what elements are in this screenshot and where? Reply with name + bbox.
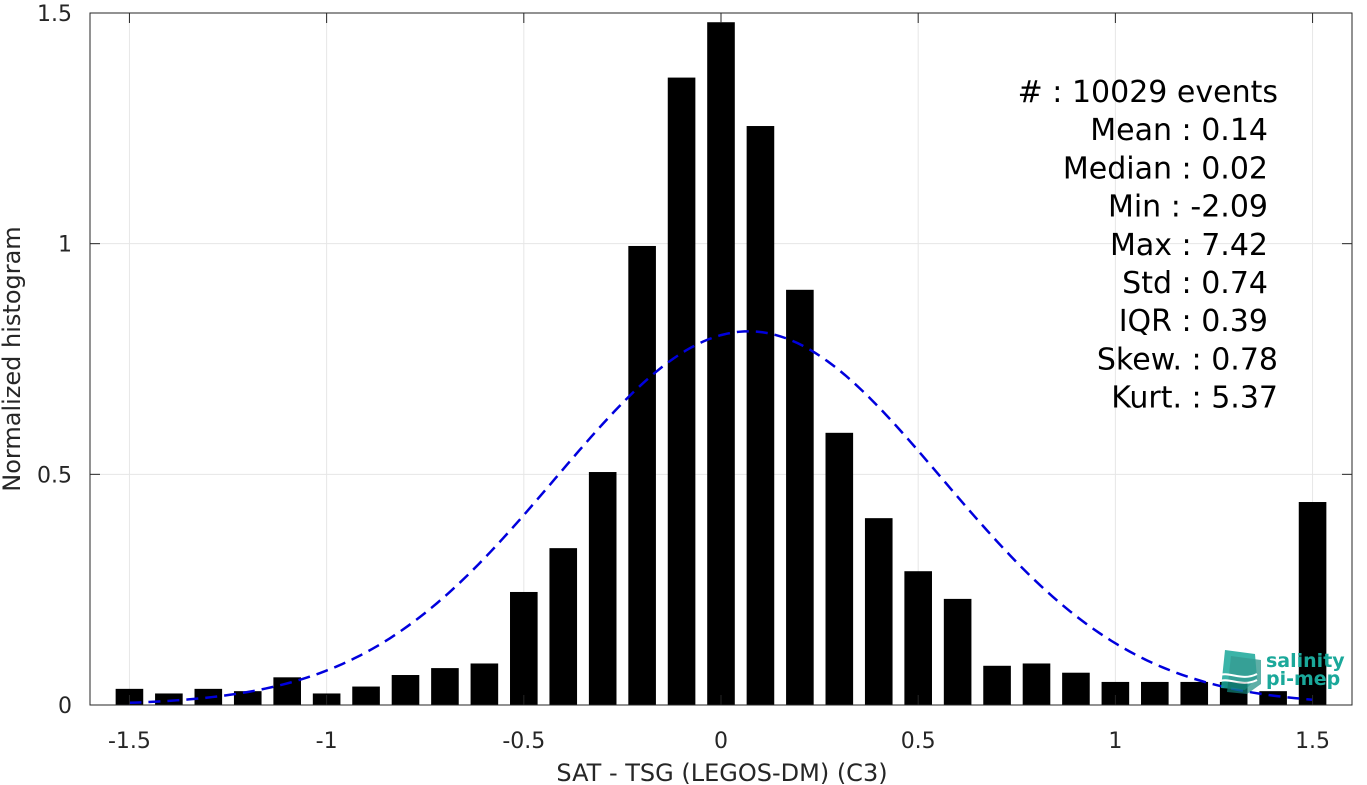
axis-ticks — [90, 12, 1352, 706]
x-tick-label-4: 0.5 — [901, 729, 936, 754]
histogram-bar-8 — [431, 668, 459, 705]
histogram-bar-11 — [549, 548, 578, 705]
histogram-bar-29 — [1259, 691, 1287, 705]
histogram-bar-21 — [943, 598, 972, 705]
stat-line-7: Skew. : 0.78 — [1097, 342, 1278, 377]
histogram-bar-17 — [786, 289, 814, 705]
stat-line-0: # : 10029 events — [1018, 75, 1278, 110]
histogram-bar-25 — [1101, 681, 1130, 705]
histogram-bar-16 — [746, 126, 775, 705]
histogram-bar-7 — [391, 675, 420, 705]
stat-line-5: Std : 0.74 — [1122, 266, 1268, 301]
histogram-bar-1 — [155, 693, 183, 705]
x-tick-label-6: 1.5 — [1295, 729, 1330, 754]
gaussian-fit-curve — [129, 330, 1313, 705]
histogram-bar-24 — [1062, 672, 1090, 705]
stat-line-2: Median : 0.02 — [1063, 151, 1268, 186]
histogram-bar-30 — [1298, 502, 1327, 705]
salinity-pi-mep-logo: salinity pi-mep — [1216, 650, 1345, 694]
histogram-bar-10 — [510, 591, 538, 705]
stat-line-4: Max : 7.42 — [1110, 228, 1268, 263]
histogram-bar-23 — [1022, 663, 1051, 705]
x-tick-label-0: -1.5 — [108, 729, 151, 754]
histogram-bar-9 — [470, 663, 499, 705]
y-tick-label-1: 0.5 — [37, 463, 72, 488]
x-tick-label-3: 0 — [714, 729, 728, 754]
x-tick-labels: -1.5 -1 -0.5 0 0.5 1 1.5 — [108, 729, 1330, 754]
y-tick-label-0: 0 — [58, 694, 72, 719]
histogram-bar-15 — [707, 22, 735, 705]
stat-line-8: Kurt. : 5.37 — [1111, 381, 1278, 416]
y-tick-label-3: 1.5 — [37, 2, 72, 27]
histogram-bar-12 — [588, 472, 617, 705]
x-tick-label-2: -0.5 — [502, 729, 545, 754]
histogram-bar-3 — [233, 691, 262, 705]
histogram-bars — [115, 22, 1327, 705]
x-tick-label-1: -1 — [316, 729, 338, 754]
stat-line-6: IQR : 0.39 — [1119, 304, 1268, 339]
histogram-bar-19 — [864, 518, 893, 705]
histogram-bar-6 — [352, 686, 380, 705]
stat-line-3: Min : -2.09 — [1108, 190, 1268, 225]
logo-line-2: pi-mep — [1266, 668, 1340, 690]
logo-mark-icon — [1216, 650, 1261, 694]
x-tick-label-5: 1 — [1108, 729, 1122, 754]
y-tick-labels: 0 0.5 1 1.5 — [37, 2, 72, 719]
histogram-bar-20 — [904, 571, 932, 705]
histogram-bar-26 — [1141, 681, 1169, 705]
histogram-bar-14 — [667, 77, 696, 705]
histogram-bar-27 — [1180, 681, 1209, 705]
histogram-bar-4 — [273, 677, 301, 705]
histogram-bar-22 — [983, 665, 1011, 705]
stat-line-1: Mean : 0.14 — [1090, 113, 1268, 148]
x-axis-label: SAT - TSG (LEGOS-DM) (C3) — [556, 759, 887, 785]
histogram-bar-13 — [628, 245, 656, 705]
y-tick-label-2: 1 — [58, 233, 72, 258]
logo-line-1: salinity — [1266, 650, 1345, 672]
histogram-bar-18 — [825, 432, 854, 705]
y-axis-label: Normalized histogram — [0, 226, 26, 491]
